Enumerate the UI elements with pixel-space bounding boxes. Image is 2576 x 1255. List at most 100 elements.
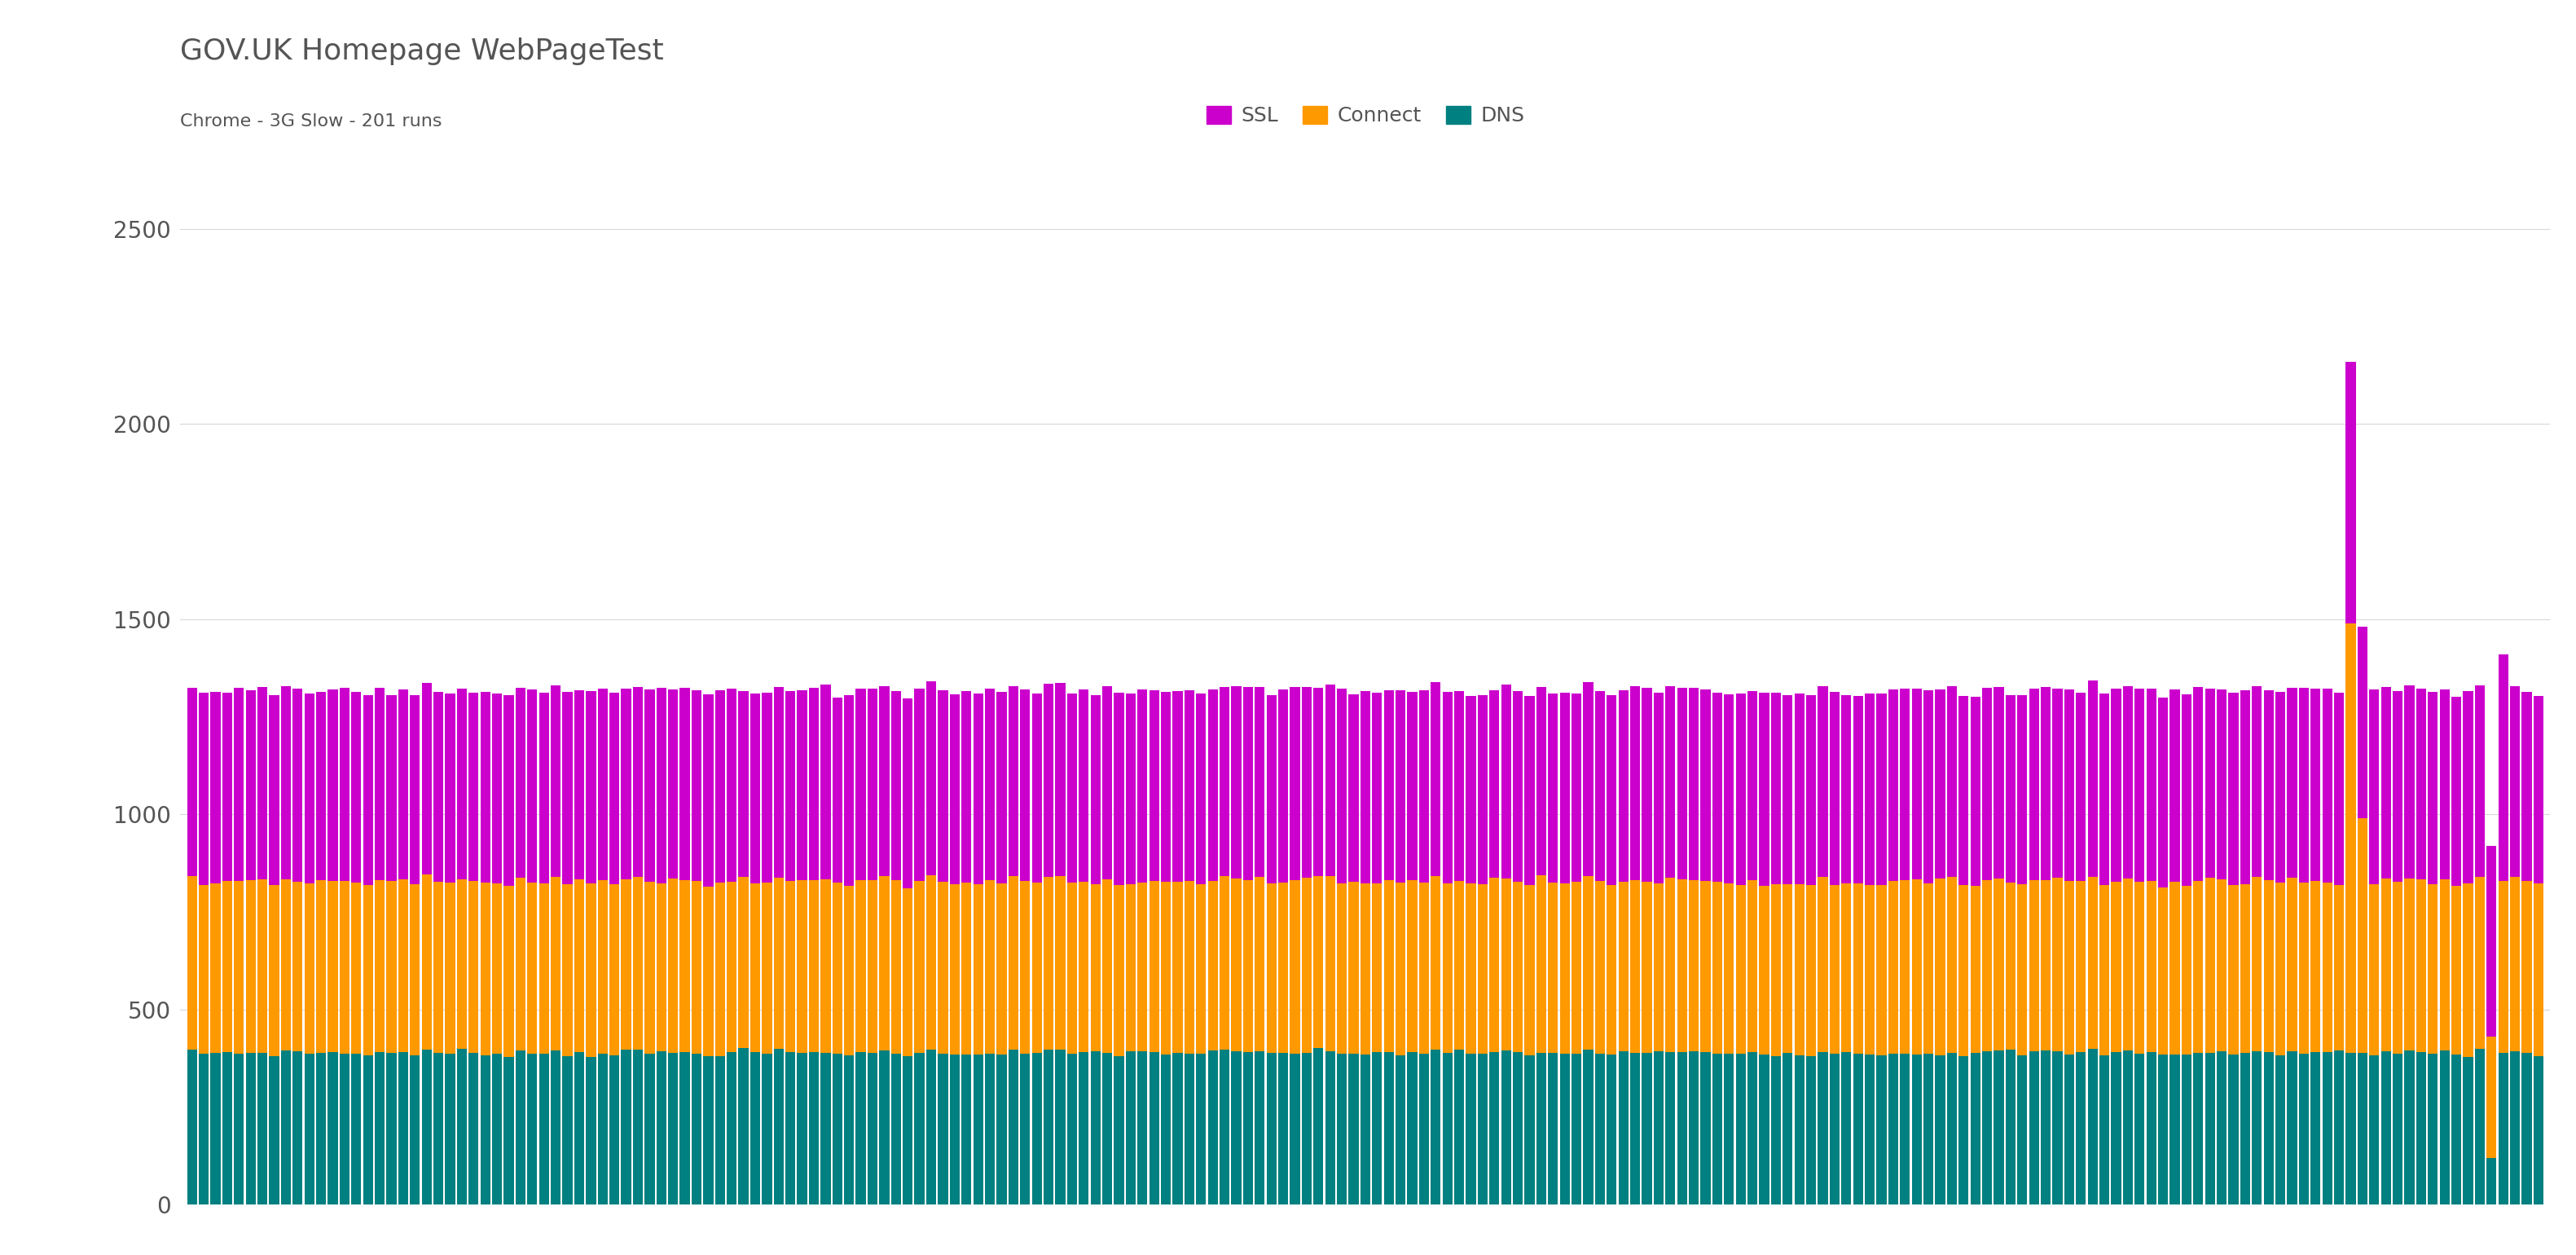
Bar xyxy=(1618,690,1628,882)
Bar xyxy=(2403,878,2414,1050)
Bar xyxy=(469,1053,479,1205)
Bar xyxy=(211,884,222,1053)
Bar xyxy=(1360,884,1370,1054)
Bar xyxy=(1255,1052,1265,1205)
Bar xyxy=(1113,886,1123,1055)
Bar xyxy=(2063,1054,2074,1205)
Bar xyxy=(515,1050,526,1205)
Bar xyxy=(2040,686,2050,880)
Bar xyxy=(2334,693,2344,885)
Bar xyxy=(2123,878,2133,1050)
Bar xyxy=(2241,1053,2251,1205)
Bar xyxy=(1033,693,1041,882)
Bar xyxy=(855,1052,866,1205)
Bar xyxy=(1677,688,1687,880)
Bar xyxy=(304,694,314,884)
Bar xyxy=(1195,1053,1206,1205)
Bar xyxy=(1631,1053,1641,1205)
Bar xyxy=(2228,885,2239,1054)
Bar xyxy=(2251,686,2262,877)
Bar xyxy=(2393,692,2403,882)
Bar xyxy=(1479,695,1486,884)
Bar xyxy=(1430,876,1440,1049)
Bar xyxy=(2169,689,2179,882)
Bar xyxy=(1783,884,1793,1053)
Bar xyxy=(446,1053,456,1205)
Bar xyxy=(1350,881,1358,1054)
Bar xyxy=(1558,884,1569,1054)
Bar xyxy=(1664,878,1674,1052)
Bar xyxy=(796,690,806,880)
Bar xyxy=(528,1054,538,1205)
Bar xyxy=(2275,1055,2285,1205)
Bar xyxy=(1924,1053,1935,1205)
Bar xyxy=(1584,1049,1592,1205)
Bar xyxy=(1641,881,1651,1053)
Bar xyxy=(2030,689,2040,880)
Bar xyxy=(585,692,595,884)
Bar xyxy=(234,688,245,881)
Bar xyxy=(350,882,361,1053)
Bar xyxy=(1479,1053,1486,1205)
Bar xyxy=(1195,693,1206,884)
Bar xyxy=(2486,1037,2496,1158)
Bar xyxy=(1383,1052,1394,1205)
Bar xyxy=(2169,1054,2179,1205)
Bar xyxy=(528,689,538,882)
Bar xyxy=(1383,690,1394,880)
Bar xyxy=(2053,878,2063,1050)
Bar xyxy=(1430,681,1440,876)
Bar xyxy=(1090,695,1100,885)
Bar xyxy=(1535,686,1546,875)
Bar xyxy=(1020,689,1030,881)
Bar xyxy=(2063,881,2074,1054)
Bar xyxy=(796,1053,806,1205)
Bar xyxy=(1512,882,1522,1052)
Bar xyxy=(2099,693,2110,886)
Bar xyxy=(363,885,374,1055)
Bar xyxy=(1278,1053,1288,1205)
Bar xyxy=(634,686,644,877)
Bar xyxy=(2159,1055,2169,1205)
Bar xyxy=(294,1052,301,1205)
Bar xyxy=(1466,884,1476,1054)
Bar xyxy=(1865,694,1875,886)
Bar xyxy=(1747,692,1757,880)
Bar xyxy=(1301,1053,1311,1205)
Bar xyxy=(1007,686,1018,876)
Bar xyxy=(2264,690,2275,880)
Bar xyxy=(1901,880,1909,1053)
Bar xyxy=(198,885,209,1054)
Bar xyxy=(1172,1053,1182,1205)
Bar xyxy=(1829,885,1839,1054)
Bar xyxy=(2007,695,2014,882)
Bar xyxy=(1020,881,1030,1053)
Bar xyxy=(2509,686,2519,877)
Bar xyxy=(2476,877,2486,1049)
Bar xyxy=(1924,690,1935,884)
Bar xyxy=(2522,881,2532,1053)
Bar xyxy=(1453,692,1463,881)
Bar xyxy=(927,875,935,1049)
Bar xyxy=(2324,1052,2331,1205)
Bar xyxy=(399,1052,407,1205)
Bar xyxy=(1713,1054,1723,1205)
Bar xyxy=(1548,1053,1558,1205)
Bar xyxy=(1218,686,1229,876)
Bar xyxy=(2509,1050,2519,1205)
Bar xyxy=(1043,1049,1054,1205)
Bar xyxy=(222,881,232,1052)
Bar xyxy=(845,1055,855,1205)
Bar xyxy=(611,693,618,885)
Bar xyxy=(479,692,489,882)
Bar xyxy=(1406,1052,1417,1205)
Bar xyxy=(1618,1052,1628,1205)
Bar xyxy=(1584,681,1592,876)
Bar xyxy=(690,881,701,1054)
Bar xyxy=(1149,690,1159,881)
Bar xyxy=(726,1052,737,1205)
Bar xyxy=(2287,688,2298,878)
Bar xyxy=(1525,697,1535,885)
Bar xyxy=(2347,1053,2357,1205)
Bar xyxy=(1502,878,1512,1050)
